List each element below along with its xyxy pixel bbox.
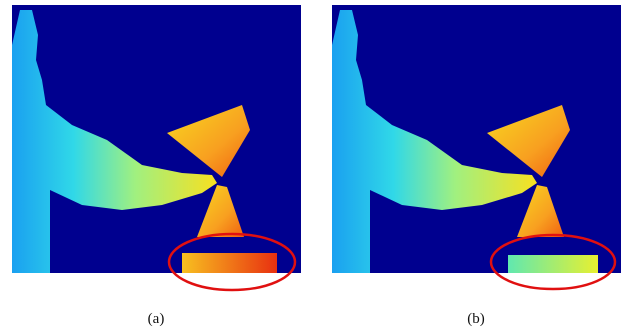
panel-b — [332, 5, 621, 273]
page: (a) (b) (() => { const data = JSON.parse… — [0, 0, 633, 331]
panel-a — [12, 5, 301, 273]
caption: (b) — [467, 311, 485, 327]
caption: (a) — [148, 311, 165, 327]
figure: (a) (b) — [0, 0, 633, 331]
